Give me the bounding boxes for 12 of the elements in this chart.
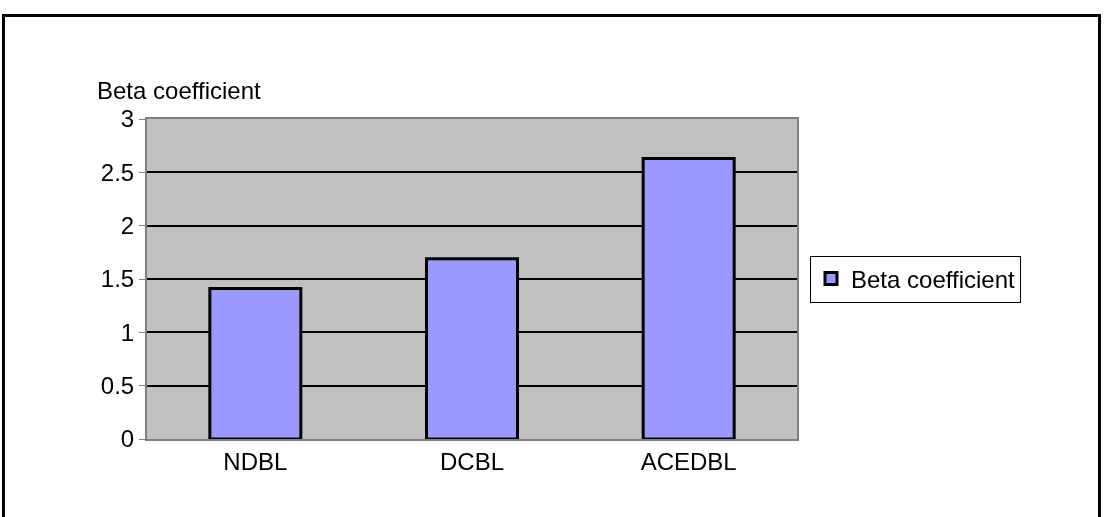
y-axis-title: Beta coefficient	[97, 77, 261, 104]
y-tick-label: 2.5	[100, 158, 135, 186]
legend-label: Beta coefficient	[851, 265, 1015, 293]
y-tick-label: 0.5	[100, 372, 135, 400]
y-tick-label: 0	[120, 425, 135, 453]
x-tick-label: DCBL	[439, 447, 505, 475]
x-tick-label: ACEDBL	[640, 447, 737, 475]
y-tick-label: 2	[120, 212, 135, 240]
y-tick-label: 1	[120, 318, 135, 346]
y-tick-label: 1.5	[100, 265, 135, 293]
x-tick-label: NDBL	[223, 447, 288, 475]
y-tick-label: 3	[120, 105, 135, 133]
